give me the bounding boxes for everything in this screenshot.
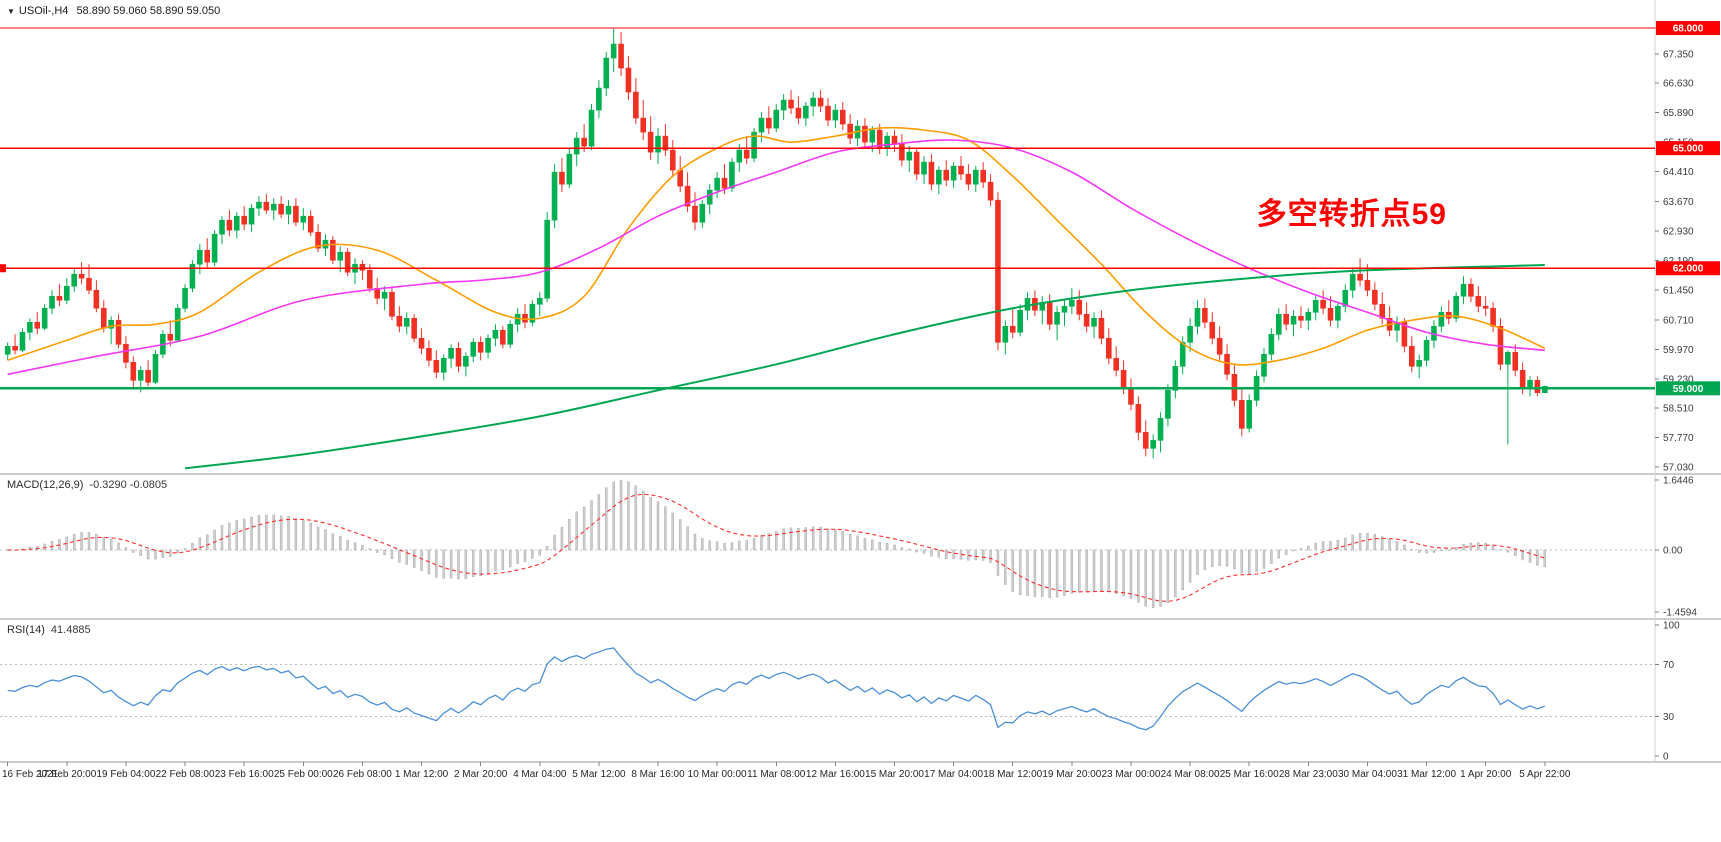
svg-text:12 Mar 16:00: 12 Mar 16:00 (806, 769, 865, 780)
rsi-name: RSI(14) (7, 624, 45, 636)
svg-text:19 Mar 20:00: 19 Mar 20:00 (1042, 769, 1101, 780)
svg-text:25 Feb 00:00: 25 Feb 00:00 (274, 769, 333, 780)
svg-text:59.970: 59.970 (1663, 345, 1694, 356)
svg-text:1 Mar 12:00: 1 Mar 12:00 (395, 769, 449, 780)
rsi-value: 41.4885 (50, 624, 91, 636)
svg-text:0.00: 0.00 (1663, 545, 1683, 556)
svg-text:17 Feb 20:00: 17 Feb 20:00 (37, 769, 96, 780)
svg-text:22 Feb 08:00: 22 Feb 08:00 (156, 769, 215, 780)
svg-text:60.710: 60.710 (1663, 315, 1694, 326)
symbol-period-label: USOil-,H4 (18, 5, 69, 17)
svg-text:59.230: 59.230 (1663, 375, 1694, 386)
macd-panel (0, 480, 1655, 608)
svg-text:58.510: 58.510 (1663, 403, 1694, 414)
svg-text:62.000: 62.000 (1673, 264, 1704, 275)
rsi-line (7, 647, 1546, 731)
symbol-dropdown-icon[interactable]: ▼ (7, 7, 15, 16)
svg-text:63.670: 63.670 (1663, 197, 1694, 208)
price-axis: 68.00067.35066.63065.89065.15064.41063.6… (1655, 24, 1694, 474)
ma-mid-magenta (7, 139, 1545, 376)
svg-text:24 Mar 08:00: 24 Mar 08:00 (1161, 769, 1220, 780)
svg-text:67.350: 67.350 (1663, 50, 1694, 61)
svg-text:-1.4594: -1.4594 (1663, 608, 1697, 619)
svg-text:61.450: 61.450 (1663, 286, 1694, 297)
rsi-indicator-label: RSI(14) 41.4885 (7, 624, 91, 636)
macd-axis: 1.6446 0.00 -1.4594 (1655, 476, 1697, 619)
ohlc-values: 58.890 59.060 58.890 59.050 (76, 5, 221, 17)
svg-text:66.630: 66.630 (1663, 78, 1694, 89)
svg-text:65.000: 65.000 (1673, 144, 1704, 155)
svg-text:17 Mar 04:00: 17 Mar 04:00 (924, 769, 983, 780)
svg-text:68.000: 68.000 (1673, 24, 1704, 35)
macd-values: -0.3290 -0.0805 (89, 479, 168, 491)
candles-group (4, 28, 1548, 459)
svg-text:59.000: 59.000 (1673, 384, 1704, 395)
svg-text:11 Mar 08:00: 11 Mar 08:00 (747, 769, 806, 780)
ma-fast-orange (7, 126, 1546, 366)
svg-text:18 Mar 12:00: 18 Mar 12:00 (983, 769, 1042, 780)
svg-text:31 Mar 12:00: 31 Mar 12:00 (1397, 769, 1456, 780)
svg-text:4 Mar 04:00: 4 Mar 04:00 (513, 769, 567, 780)
horizontal-lines: 68.000 65.000 62.000 59.000 (0, 21, 1720, 396)
macd-name: MACD(12,26,9) (7, 479, 84, 491)
panel-frame (0, 0, 1721, 763)
rsi-panel (0, 647, 1655, 731)
svg-text:2 Mar 20:00: 2 Mar 20:00 (454, 769, 508, 780)
svg-text:70: 70 (1663, 660, 1675, 671)
svg-text:64.410: 64.410 (1663, 167, 1694, 178)
macd-signal-line (7, 493, 1545, 602)
svg-text:5 Mar 12:00: 5 Mar 12:00 (572, 769, 626, 780)
rsi-axis: 100 70 30 0 (1655, 621, 1680, 763)
svg-text:10 Mar 00:00: 10 Mar 00:00 (688, 769, 747, 780)
svg-text:8 Mar 16:00: 8 Mar 16:00 (631, 769, 685, 780)
svg-text:1 Apr 20:00: 1 Apr 20:00 (1460, 769, 1512, 780)
svg-text:100: 100 (1663, 621, 1680, 632)
svg-text:65.890: 65.890 (1663, 108, 1694, 119)
macd-indicator-label: MACD(12,26,9) -0.3290 -0.0805 (7, 479, 167, 491)
svg-text:23 Mar 00:00: 23 Mar 00:00 (1102, 769, 1161, 780)
svg-text:15 Mar 20:00: 15 Mar 20:00 (865, 769, 924, 780)
svg-text:26 Feb 08:00: 26 Feb 08:00 (333, 769, 392, 780)
ma-slow-green (184, 264, 1545, 470)
svg-text:0: 0 (1663, 752, 1669, 763)
symbol-ohlc-readout: ▼ USOil-,H4 58.890 59.060 58.890 59.050 (7, 5, 220, 17)
svg-text:16 Feb 2021: 16 Feb 2021 (2, 769, 59, 780)
svg-text:62.930: 62.930 (1663, 226, 1694, 237)
svg-text:5 Apr 22:00: 5 Apr 22:00 (1519, 769, 1571, 780)
svg-text:25 Mar 16:00: 25 Mar 16:00 (1220, 769, 1279, 780)
svg-text:23 Feb 16:00: 23 Feb 16:00 (215, 769, 274, 780)
svg-text:1.6446: 1.6446 (1663, 476, 1694, 487)
annotation-text[interactable]: 多空转折点59 (1256, 198, 1447, 232)
svg-text:30: 30 (1663, 712, 1675, 723)
svg-text:19 Feb 04:00: 19 Feb 04:00 (96, 769, 155, 780)
svg-text:57.770: 57.770 (1663, 433, 1694, 444)
svg-text:57.030: 57.030 (1663, 463, 1694, 474)
svg-text:30 Mar 04:00: 30 Mar 04:00 (1338, 769, 1397, 780)
svg-text:28 Mar 23:00: 28 Mar 23:00 (1279, 769, 1338, 780)
